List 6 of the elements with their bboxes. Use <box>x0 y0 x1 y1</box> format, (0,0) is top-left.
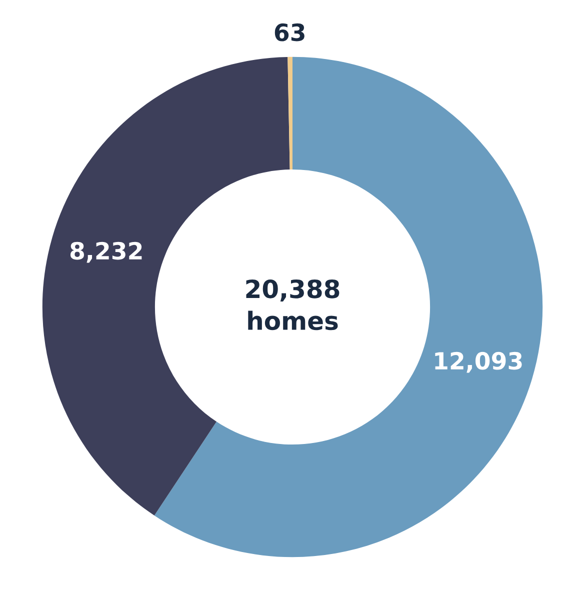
text: 20,388 homes <box>246 279 340 330</box>
data-label: 12,093 <box>435 352 522 373</box>
donut-slice <box>154 56 543 558</box>
data-label: 8,232 <box>70 242 142 263</box>
data-label: 63 <box>274 23 304 42</box>
donut-slice <box>288 56 292 170</box>
